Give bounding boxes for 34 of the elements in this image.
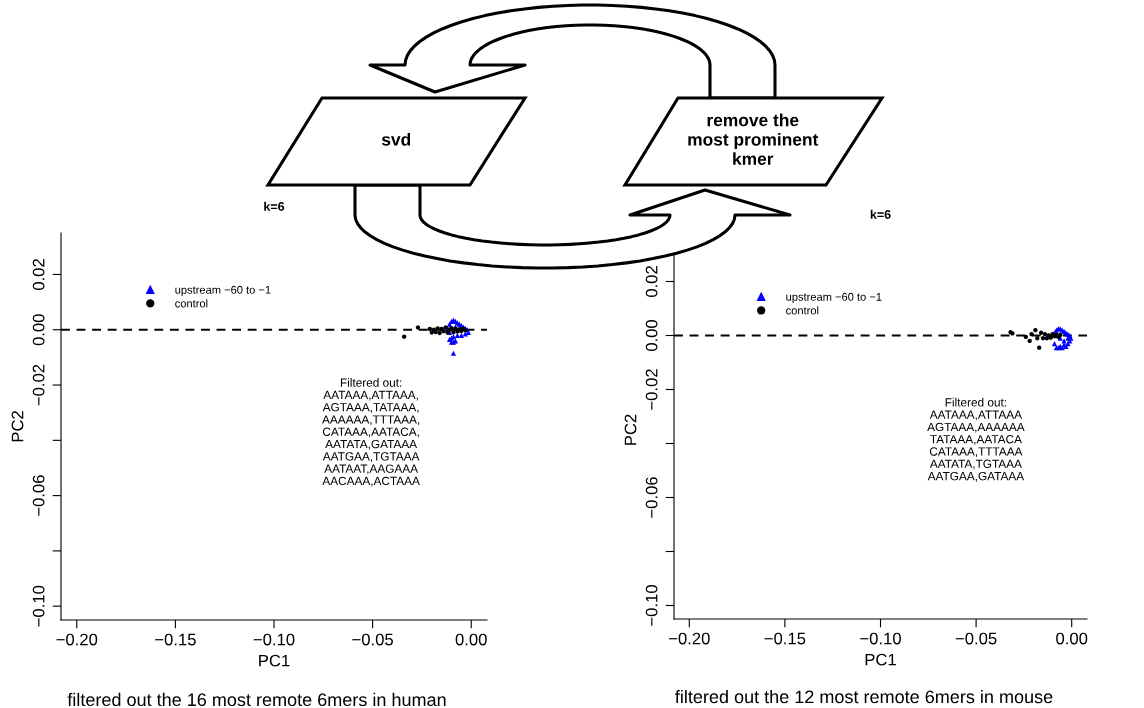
legend-label: upstream −60 to −1 — [786, 292, 882, 303]
text: Filtered out: AATAAA,ATTAAA, AGTAAA,TATAAA, AAAAAA,TTTAAA, CATAAA,AATACA, AATATA,GATAAA AATGAA,TGTAAA AATAAT,AAGAAA AACAAA,ACTAAA — [322, 378, 420, 487]
annotation: Filtered out: AATAAA,ATTAAA AGTAAA,AAAAAA TATAAA,AATACA CATAAA,TTTAAA AATATA,TGTAAA AATGAA,GATAAA — [927, 397, 1025, 482]
text: svd — [381, 132, 411, 146]
y-tick-label: 0.02 — [32, 259, 45, 291]
x-tick-label: −0.10 — [860, 632, 901, 645]
x-tick-label: −0.05 — [955, 632, 997, 645]
x-tick-label: −0.15 — [155, 633, 196, 646]
y-tick-label: −0.02 — [32, 364, 45, 406]
y-axis-title: PC2 — [624, 414, 637, 445]
y-tick-label: −0.02 — [645, 369, 658, 410]
text: remove the most prominent kmer — [688, 113, 819, 165]
y-tick-label: 0.02 — [645, 266, 658, 298]
x-axis-title: PC1 — [259, 654, 290, 667]
x-tick-label: −0.05 — [352, 633, 393, 646]
legend-label: control — [786, 306, 819, 315]
legend-label: control — [175, 299, 208, 308]
text: filtered out the 16 most remote 6mers in human — [67, 692, 446, 707]
y-tick-label: 0.00 — [645, 319, 658, 352]
legend-label: upstream −60 to −1 — [175, 285, 271, 296]
text: filtered out the 12 most remote 6mers in mouse — [675, 689, 1053, 704]
x-tick-label: −0.20 — [669, 632, 710, 645]
chart-title: k=6 — [264, 201, 285, 211]
x-tick-label: 0.00 — [455, 633, 487, 646]
x-tick-label: −0.20 — [56, 633, 98, 646]
y-tick-label: −0.06 — [645, 477, 658, 518]
y-tick-label: 0.00 — [32, 314, 45, 346]
x-tick-label: −0.15 — [764, 632, 806, 645]
x-axis-title: PC1 — [865, 653, 896, 666]
chart-title: k=6 — [870, 209, 891, 219]
y-tick-label: −0.06 — [32, 475, 45, 516]
y-axis-title: PC2 — [11, 411, 24, 442]
x-tick-label: −0.10 — [253, 633, 295, 646]
x-tick-label: 0.00 — [1056, 632, 1088, 645]
